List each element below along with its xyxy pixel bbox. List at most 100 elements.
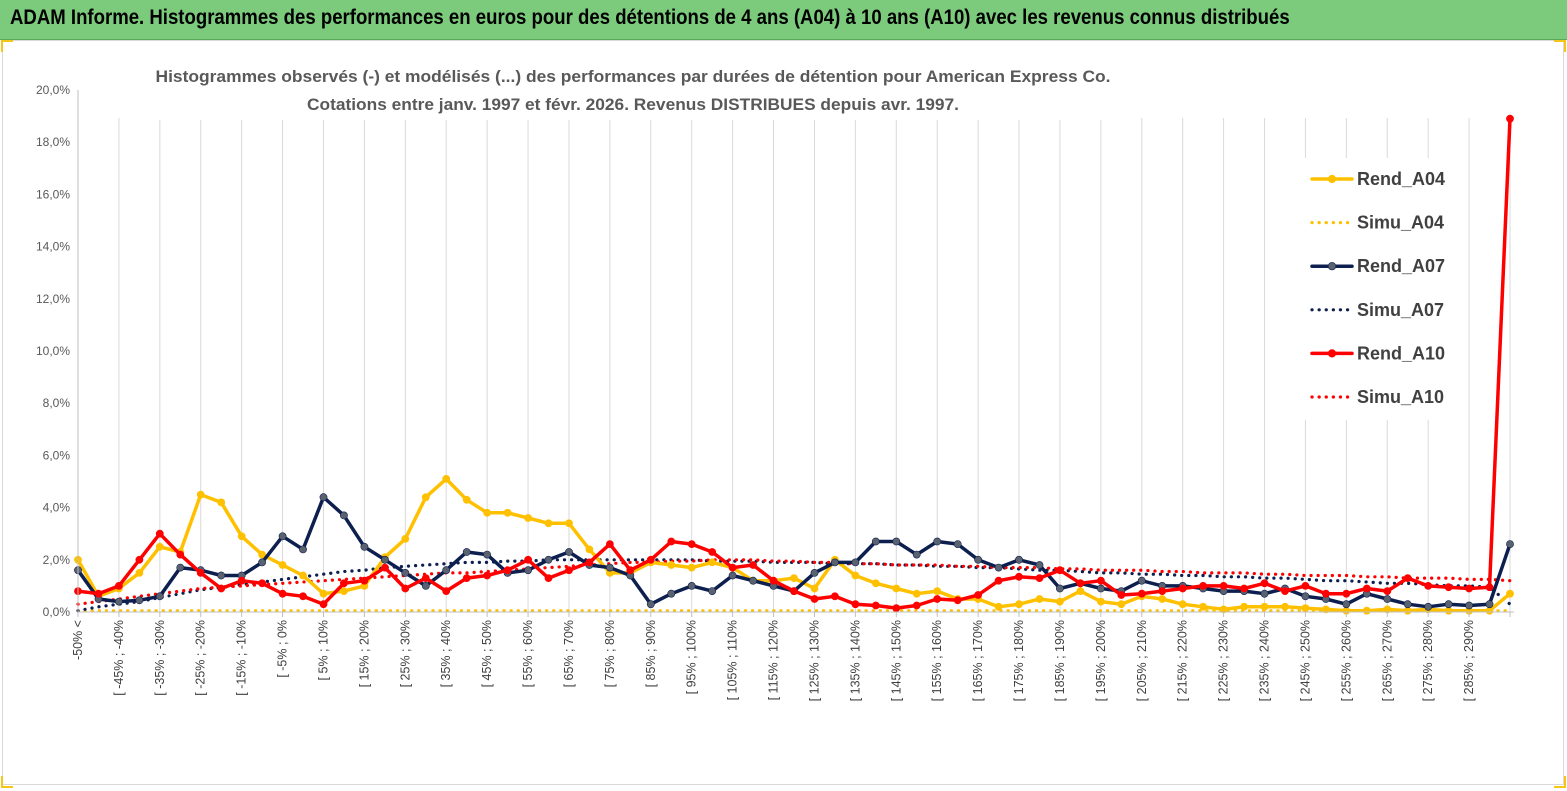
series-point-rend-a04 (1485, 606, 1494, 615)
y-tick-label: 8,0% (43, 396, 71, 410)
series-point-rend-a07 (176, 563, 185, 572)
series-point-rend-a04 (1015, 600, 1023, 609)
series-point-rend-a07 (1506, 540, 1514, 548)
series-point-rend-a07 (217, 571, 226, 580)
series-point-rend-a10 (401, 584, 410, 593)
series-point-rend-a04 (401, 535, 410, 543)
series-point-rend-a07 (524, 566, 532, 575)
series-point-rend-a07 (1342, 600, 1351, 609)
series-point-rend-a07 (1035, 561, 1044, 569)
x-tick-label: [ 105% ; 110% (726, 620, 740, 700)
legend-background (1295, 158, 1460, 420)
series-point-rend-a04 (1301, 604, 1310, 612)
x-tick-label: [ -45% ; -40% (112, 620, 126, 696)
series-point-rend-a07 (708, 587, 717, 595)
series-point-rend-a07 (1465, 601, 1473, 610)
series-point-rend-a07 (1097, 584, 1105, 593)
series-point-rend-a07 (1444, 600, 1453, 609)
corner-mark-top-right (1554, 40, 1566, 52)
series-point-rend-a10 (1322, 589, 1330, 598)
series-point-rend-a10 (1362, 584, 1371, 593)
series-point-rend-a04 (1322, 605, 1330, 614)
series-point-rend-a10 (544, 574, 553, 582)
series-point-rend-a10 (319, 600, 328, 609)
x-tick-label: [ 225% ; 230% (1217, 620, 1231, 701)
x-tick-label: [ 35% ; 40% (439, 620, 453, 687)
series-point-rend-a10 (155, 529, 164, 538)
series-point-rend-a10 (1383, 587, 1392, 595)
series-point-rend-a07 (728, 571, 737, 580)
x-tick-label: [ -5% ; 0% (276, 620, 290, 678)
x-tick-label: [ 95% ; 100% (685, 620, 699, 694)
series-point-rend-a10 (503, 566, 512, 575)
series-point-rend-a07 (953, 540, 962, 548)
y-tick-label: 6,0% (43, 448, 71, 462)
series-point-rend-a07 (933, 537, 942, 546)
series-point-rend-a04 (258, 550, 266, 559)
series-point-rend-a04 (912, 589, 921, 598)
series-point-rend-a07 (544, 555, 553, 564)
series-point-rend-a10 (1219, 582, 1228, 590)
x-tick-label: [ 125% ; 130% (807, 620, 821, 701)
corner-mark-bottom-right (1554, 776, 1566, 788)
series-point-rend-a07 (135, 596, 144, 605)
series-point-rend-a07 (1301, 592, 1310, 601)
x-tick-label: [ -15% ; -10% (235, 620, 249, 696)
y-tick-label: 0,0% (43, 605, 71, 619)
series-point-rend-a10 (196, 569, 205, 577)
series-point-rend-a04 (544, 519, 553, 528)
series-point-rend-a10 (646, 555, 655, 564)
series-point-rend-a04 (299, 571, 307, 580)
y-tick-label: 12,0% (36, 292, 70, 306)
series-point-rend-a07 (565, 548, 573, 556)
series-point-rend-a04 (1158, 595, 1167, 603)
series-point-rend-a04 (1056, 597, 1064, 606)
x-tick-label: [ 45% ; 50% (480, 620, 494, 687)
series-point-rend-a07 (339, 511, 348, 520)
series-point-rend-a04 (442, 474, 451, 483)
series-point-rend-a07 (749, 576, 757, 585)
series-point-rend-a10 (994, 576, 1003, 585)
x-tick-label: -50% < (71, 620, 85, 660)
series-point-rend-a07 (1403, 600, 1412, 609)
corner-mark-bottom-left (1, 776, 13, 788)
series-point-rend-a10 (1199, 582, 1207, 590)
series-point-rend-a04 (319, 589, 328, 598)
legend-marker (1327, 349, 1337, 358)
series-point-rend-a04 (421, 493, 430, 502)
series-point-rend-a04 (565, 519, 573, 528)
series-point-rend-a10 (1485, 583, 1494, 592)
x-tick-label: [ 135% ; 140% (848, 620, 862, 701)
series-point-rend-a10 (728, 563, 737, 572)
series-point-rend-a10 (421, 574, 430, 582)
series-point-rend-a04 (1076, 587, 1085, 595)
series-point-rend-a07 (667, 589, 676, 598)
series-point-rend-a07 (606, 563, 614, 572)
series-point-rend-a10 (360, 576, 369, 585)
series-point-rend-a04 (790, 574, 798, 582)
series-point-rend-a04 (483, 508, 491, 517)
series-point-rend-a10 (258, 579, 266, 588)
series-point-rend-a04 (810, 584, 819, 593)
series-point-rend-a07 (360, 542, 369, 551)
x-tick-label: [ 185% ; 190% (1053, 620, 1067, 701)
series-point-rend-a04 (1035, 595, 1044, 603)
series-point-rend-a10 (1097, 576, 1105, 585)
series-point-rend-a07 (258, 558, 266, 567)
x-tick-label: [ 155% ; 160% (930, 620, 944, 701)
series-point-rend-a07 (1260, 589, 1269, 598)
series-point-rend-a10 (912, 601, 921, 610)
series-point-rend-a07 (810, 569, 819, 577)
series-point-rend-a10 (115, 582, 123, 590)
y-tick-label: 2,0% (43, 553, 71, 567)
legend-marker (1327, 174, 1337, 184)
series-point-rend-a07 (892, 537, 901, 546)
series-point-rend-a04 (708, 558, 717, 567)
series-point-rend-a07 (483, 550, 491, 559)
series-point-rend-a04 (1362, 606, 1371, 615)
series-point-rend-a07 (1485, 600, 1494, 609)
legend-label: Rend_A04 (1357, 169, 1445, 189)
series-point-rend-a04 (871, 579, 880, 588)
x-tick-label: [ 65% ; 70% (562, 620, 576, 687)
